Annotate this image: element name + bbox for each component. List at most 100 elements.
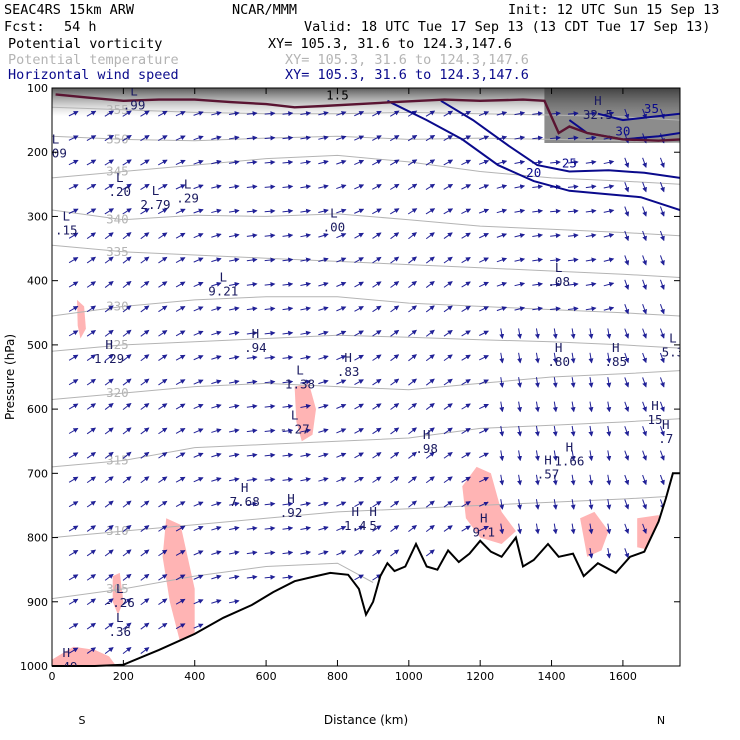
wind-vector-665	[659, 352, 665, 364]
wind-vector-405	[408, 256, 417, 264]
wind-vector-278	[282, 477, 294, 483]
wind-vector-298	[300, 477, 312, 483]
wind-vector-539	[534, 425, 540, 437]
wind-vector-651	[642, 450, 647, 461]
wind-vector-175	[193, 501, 204, 507]
pv-extremum-kind-2: L	[116, 170, 124, 185]
wind-vector-515	[514, 281, 526, 287]
wind-vector-269	[282, 257, 294, 263]
wind-vector-569	[567, 281, 579, 287]
pv-extremum-kind-7: H	[594, 93, 602, 108]
wind-vector-106	[140, 451, 150, 459]
wind-vector-520	[517, 401, 523, 413]
wind-vector-324	[336, 184, 347, 190]
wind-vector-290	[300, 281, 312, 287]
wind-vector-270	[282, 281, 294, 287]
wind-vectors	[68, 108, 665, 655]
wind-vector-636	[624, 548, 630, 559]
wind-vector-137	[175, 111, 186, 117]
wind-vector-628	[624, 352, 630, 364]
wind-vector-223	[246, 111, 258, 117]
wind-vector-408	[408, 329, 417, 337]
wind-vector-531	[532, 233, 544, 239]
wind-vector-302	[318, 111, 329, 116]
wind-vector-658	[659, 182, 665, 193]
wind-vector-650	[642, 426, 647, 437]
wind-vector-472	[478, 111, 490, 116]
wind-vector-191	[211, 355, 222, 360]
wind-vector-438	[443, 159, 454, 166]
wind-vector-204	[228, 159, 240, 165]
wind-vector-159	[193, 111, 204, 116]
wind-label-20: 20	[526, 165, 541, 180]
wind-vector-468	[461, 452, 471, 459]
wind-vector-364	[372, 208, 382, 215]
wind-vector-331	[336, 355, 347, 361]
wind-vector-346	[354, 257, 364, 263]
wind-vector-644	[642, 279, 647, 290]
wind-vector-219	[228, 525, 240, 531]
wind-vector-458	[461, 208, 472, 214]
wind-vector-29	[86, 256, 97, 264]
wind-vector-391	[390, 378, 400, 386]
wind-vector-141	[175, 208, 186, 214]
wind-vector-327	[336, 257, 347, 263]
wind-vector-383	[390, 183, 400, 190]
wind-vector-626	[624, 304, 630, 315]
wind-vector-630	[624, 401, 630, 412]
wind-vector-451	[443, 476, 453, 484]
wind-vector-564	[567, 159, 579, 165]
wind-vector-215	[228, 428, 240, 434]
wind-vector-654	[642, 523, 647, 535]
wind-vector-487	[479, 477, 489, 483]
wind-vector-206	[228, 208, 240, 214]
wind-vector-202	[228, 111, 240, 117]
wind-vector-466	[461, 403, 471, 410]
wind-vector-597	[588, 523, 594, 535]
wind-vector-63	[104, 525, 114, 532]
left-endpoint-label: S	[79, 714, 86, 727]
wind-vector-557	[552, 425, 558, 437]
wind-vector-109	[140, 525, 150, 532]
wind-vector-545	[550, 135, 561, 141]
wind-vector-300	[300, 525, 312, 531]
wind-vector-655	[659, 108, 665, 120]
wind-vector-420	[425, 183, 436, 190]
theta-label-310: 310	[106, 523, 129, 538]
wind-vector-615	[606, 499, 612, 510]
wind-vector-217	[228, 477, 240, 483]
x-tick-label-1600: 1600	[609, 670, 637, 683]
wind-vector-77	[122, 305, 132, 313]
pv-extremum-kind-8: L	[555, 260, 563, 275]
wind-vector-35	[86, 403, 97, 410]
wind-vector-605	[603, 257, 615, 263]
wind-vector-339	[336, 550, 347, 556]
wind-vector-291	[300, 306, 312, 312]
x-tick-label-600: 600	[256, 670, 277, 683]
wind-vector-180	[193, 623, 204, 629]
field-name-wind: Horizontal wind speed	[8, 67, 179, 83]
wind-vector-167	[193, 306, 204, 312]
wind-vector-349	[354, 330, 364, 337]
wind-vector-12	[68, 403, 79, 410]
wind-vector-200	[211, 574, 222, 580]
pv-extremum-value-11: .94	[244, 340, 267, 355]
wind-vector-203	[228, 135, 240, 141]
wind-vector-506	[499, 499, 505, 510]
wind-vector-380	[390, 110, 400, 117]
x-tick-label-200: 200	[113, 670, 134, 683]
pv-extremum-value-2: .20	[109, 184, 132, 199]
wind-vector-80	[122, 378, 132, 386]
wind-vector-460	[461, 257, 471, 264]
wind-vector-184	[211, 184, 222, 190]
wind-vector-13	[68, 427, 79, 434]
wind-vector-445	[443, 329, 453, 337]
wind-vector-625	[624, 279, 630, 290]
wind-vector-543	[534, 523, 540, 535]
wind-vector-595	[588, 474, 594, 486]
wind-vector-311	[318, 330, 329, 336]
wind-vector-495	[496, 233, 508, 238]
wind-vector-402	[407, 183, 418, 191]
wind-vector-424	[425, 281, 435, 288]
